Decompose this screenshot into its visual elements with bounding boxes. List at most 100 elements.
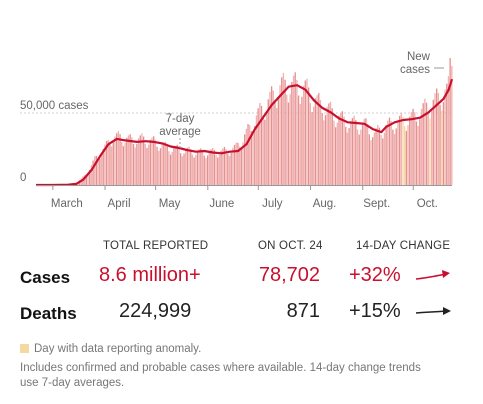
daily-bar bbox=[142, 136, 145, 185]
daily-bar bbox=[343, 116, 345, 185]
deaths-on-date: 871 bbox=[286, 300, 320, 322]
x-tick-label: Aug. bbox=[313, 198, 337, 210]
daily-bar bbox=[212, 147, 214, 185]
daily-bar bbox=[137, 138, 140, 185]
daily-bar bbox=[245, 128, 248, 185]
daily-bar bbox=[348, 128, 350, 185]
daily-bar bbox=[429, 118, 431, 185]
daily-bar bbox=[356, 129, 359, 185]
daily-bar bbox=[326, 106, 328, 185]
daily-bar bbox=[260, 105, 263, 185]
daily-bar bbox=[372, 137, 374, 185]
daily-bar bbox=[149, 139, 152, 185]
daily-bar bbox=[235, 142, 237, 185]
daily-bar bbox=[274, 102, 276, 185]
x-tick-label: Sept. bbox=[363, 198, 390, 210]
daily-bar bbox=[100, 154, 103, 185]
daily-bar bbox=[110, 146, 113, 185]
daily-bar bbox=[159, 148, 162, 185]
cases-row: Cases 8.6 million+ 78,702 +32% bbox=[0, 264, 483, 294]
daily-bar bbox=[228, 156, 231, 185]
daily-bar bbox=[105, 140, 108, 185]
daily-bar bbox=[377, 125, 379, 185]
daily-bar bbox=[282, 73, 285, 185]
daily-bar bbox=[297, 95, 300, 185]
daily-bar bbox=[185, 149, 187, 185]
daily-bar bbox=[360, 129, 362, 185]
daily-bar bbox=[254, 126, 256, 185]
daily-bar bbox=[247, 124, 249, 185]
daily-bar bbox=[407, 125, 409, 185]
deaths-trend-flat-icon bbox=[415, 307, 451, 315]
daily-bar bbox=[208, 151, 210, 185]
daily-bar bbox=[351, 118, 354, 185]
daily-bar bbox=[400, 112, 402, 185]
daily-bar bbox=[382, 138, 384, 185]
daily-bar bbox=[173, 147, 175, 185]
daily-bar bbox=[387, 120, 389, 185]
daily-bar bbox=[378, 127, 381, 185]
daily-bar bbox=[203, 155, 205, 185]
daily-bar bbox=[365, 118, 367, 185]
daily-bar bbox=[112, 142, 114, 185]
daily-bar bbox=[213, 150, 216, 185]
daily-bar bbox=[244, 134, 246, 185]
cases-total: 8.6 million+ bbox=[99, 264, 201, 286]
daily-bar bbox=[190, 149, 192, 185]
daily-bar bbox=[398, 115, 401, 185]
daily-bar bbox=[284, 79, 286, 185]
daily-bar bbox=[205, 158, 207, 185]
daily-bar bbox=[417, 126, 419, 185]
daily-bar bbox=[269, 91, 271, 185]
daily-bar bbox=[409, 116, 411, 185]
anomaly-legend-label: Day with data reporting anomaly. bbox=[34, 343, 202, 355]
daily-bar bbox=[350, 121, 352, 185]
daily-bar bbox=[180, 153, 182, 185]
daily-bar bbox=[279, 85, 281, 185]
daily-bar bbox=[127, 135, 130, 185]
daily-bar bbox=[331, 108, 333, 185]
daily-bar bbox=[122, 146, 125, 185]
daily-bar bbox=[201, 150, 204, 186]
daily-bar bbox=[446, 83, 448, 185]
daily-bar bbox=[319, 99, 322, 185]
daily-bar bbox=[338, 115, 340, 185]
daily-bar bbox=[240, 148, 242, 185]
daily-bar bbox=[188, 146, 190, 185]
daily-bar bbox=[238, 146, 241, 185]
daily-bar bbox=[92, 160, 94, 185]
daily-bar bbox=[358, 134, 360, 185]
daily-bar bbox=[308, 87, 310, 185]
daily-bar bbox=[449, 58, 451, 185]
daily-bar bbox=[136, 143, 138, 185]
daily-bar bbox=[249, 124, 251, 185]
daily-bar bbox=[334, 127, 337, 185]
daily-bar bbox=[294, 72, 296, 185]
daily-bar bbox=[114, 136, 116, 185]
daily-bars bbox=[36, 58, 453, 186]
daily-bar bbox=[323, 120, 325, 185]
daily-bar bbox=[218, 154, 221, 185]
daily-bar bbox=[250, 131, 253, 185]
annotation-avg-line1: 7-day bbox=[166, 113, 195, 125]
x-tick-label: Oct. bbox=[417, 198, 438, 210]
daily-bar bbox=[272, 90, 274, 185]
daily-bar bbox=[146, 147, 148, 185]
y-tick-label-0: 0 bbox=[20, 172, 26, 184]
daily-bar bbox=[432, 99, 434, 185]
daily-bar bbox=[200, 148, 202, 185]
daily-bar bbox=[262, 115, 264, 185]
daily-bar bbox=[419, 119, 421, 185]
daily-bar bbox=[353, 115, 355, 185]
daily-bar bbox=[107, 139, 109, 185]
daily-bar bbox=[117, 131, 120, 185]
daily-bar bbox=[237, 142, 239, 185]
daily-bar bbox=[176, 144, 178, 185]
cases-on-date: 78,702 bbox=[258, 264, 320, 286]
daily-bar bbox=[414, 112, 416, 185]
daily-bar bbox=[292, 75, 295, 185]
daily-bar bbox=[257, 108, 259, 185]
daily-bar bbox=[340, 113, 342, 185]
daily-bar bbox=[191, 154, 194, 185]
daily-bar bbox=[121, 141, 123, 185]
